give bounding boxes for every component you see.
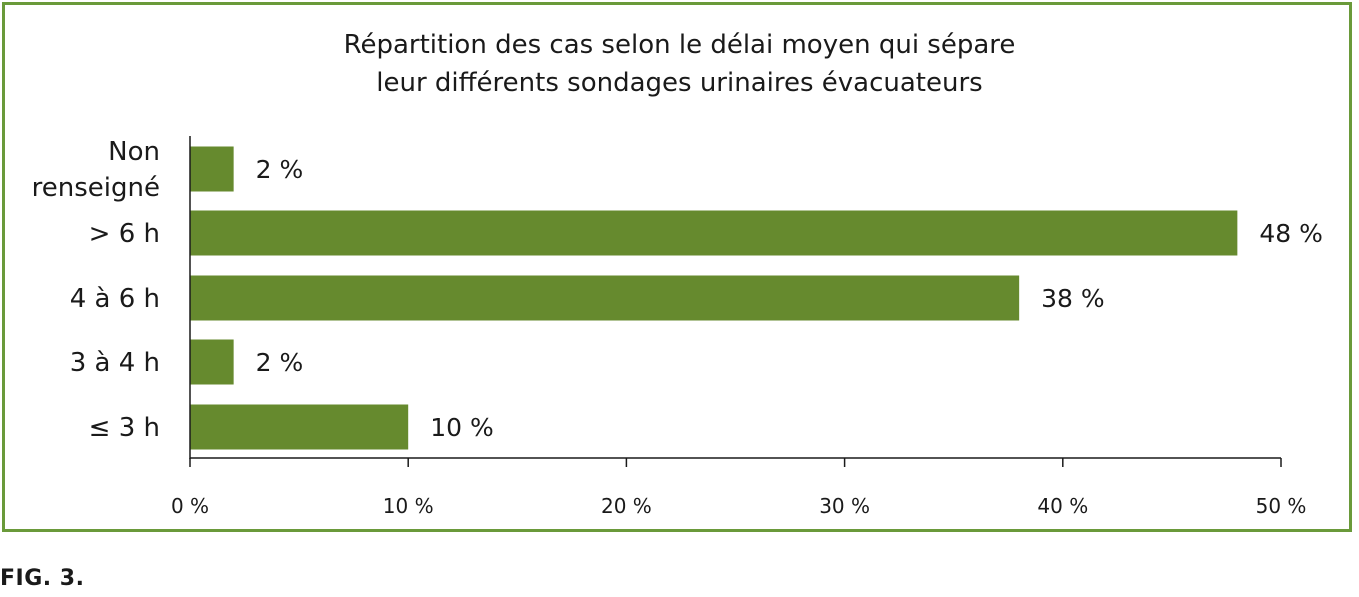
value-label: 2 % [256, 155, 304, 184]
bar [190, 210, 1238, 256]
chart-title: Répartition des cas selon le délai moyen… [343, 30, 1016, 98]
x-tick-label: 40 % [1037, 494, 1088, 518]
category-label: > 6 h [89, 219, 160, 249]
value-label: 48 % [1259, 219, 1323, 248]
category-label: 4 à 6 h [70, 284, 160, 314]
value-label: 10 % [430, 413, 494, 442]
bar [190, 339, 234, 385]
x-tick-label: 20 % [601, 494, 652, 518]
x-tick-label: 30 % [819, 494, 870, 518]
bar [190, 146, 234, 192]
category-label: ≤ 3 h [89, 413, 160, 443]
category-label: 3 à 4 h [70, 348, 160, 378]
x-tick-label: 50 % [1256, 494, 1307, 518]
x-tick-label: 0 % [171, 494, 209, 518]
value-label: 38 % [1041, 284, 1105, 313]
figure-caption: FIG. 3. [0, 566, 85, 591]
bar [190, 275, 1020, 321]
value-label: 2 % [256, 348, 304, 377]
x-tick-label: 10 % [383, 494, 434, 518]
category-label: Non renseigné [32, 137, 160, 203]
bar [190, 404, 409, 450]
